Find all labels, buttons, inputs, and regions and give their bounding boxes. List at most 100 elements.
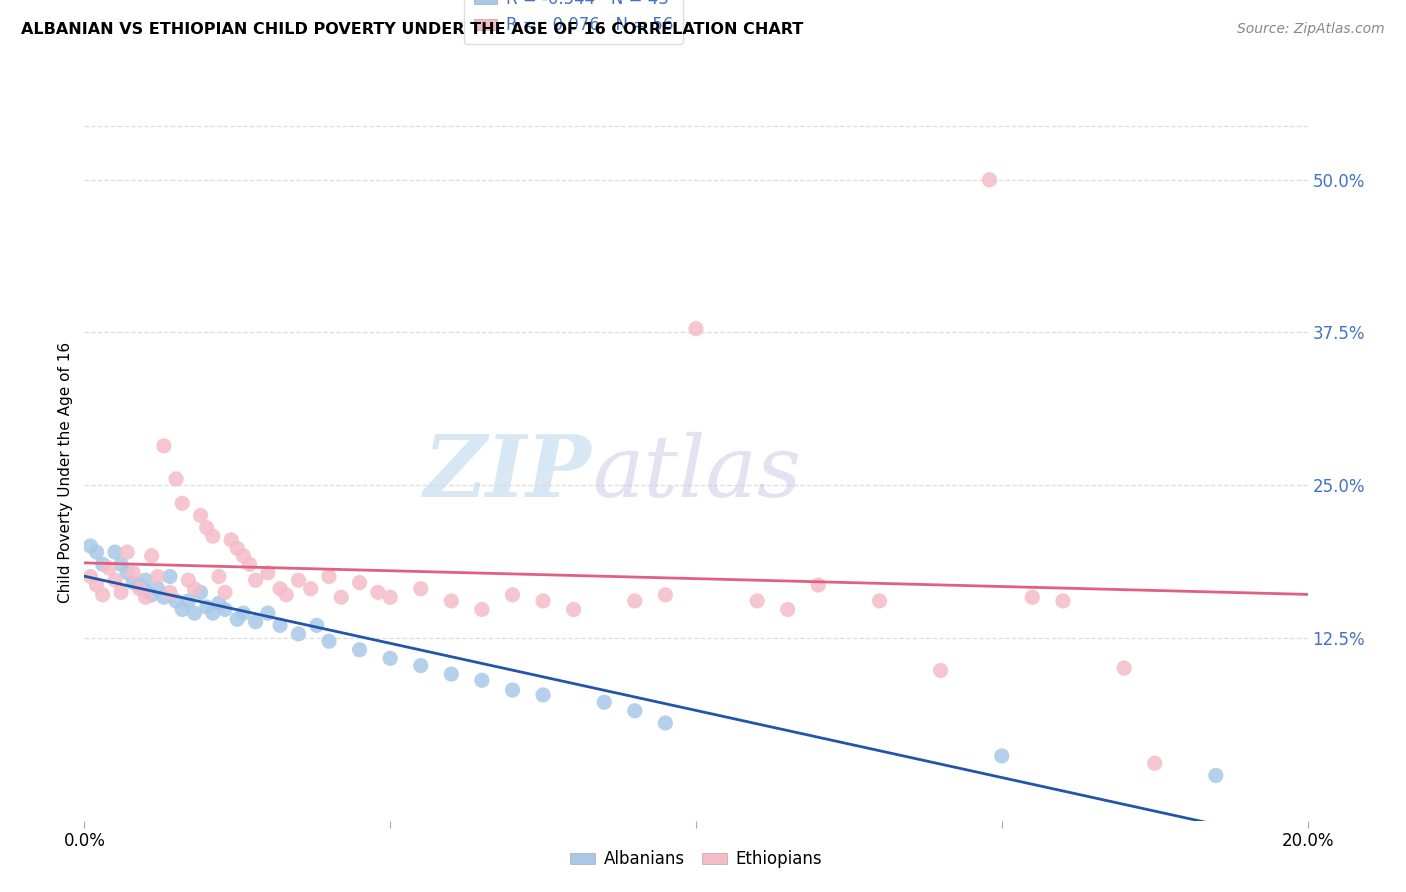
Point bbox=[115, 566, 138, 580]
Point bbox=[91, 558, 114, 572]
Text: atlas: atlas bbox=[592, 432, 801, 514]
Point bbox=[409, 582, 432, 596]
Point bbox=[115, 545, 138, 559]
Point bbox=[380, 591, 402, 605]
Point bbox=[776, 602, 799, 616]
Point bbox=[219, 533, 242, 547]
Point bbox=[226, 541, 249, 556]
Point bbox=[214, 602, 236, 616]
Point bbox=[287, 627, 309, 641]
Point bbox=[1052, 594, 1074, 608]
Point bbox=[146, 569, 169, 583]
Point bbox=[593, 695, 616, 709]
Point bbox=[159, 569, 181, 583]
Point bbox=[245, 573, 267, 587]
Point bbox=[232, 606, 254, 620]
Point bbox=[153, 439, 176, 453]
Point bbox=[128, 582, 150, 596]
Point bbox=[183, 582, 205, 596]
Point bbox=[214, 585, 236, 599]
Point bbox=[238, 558, 260, 572]
Point bbox=[135, 573, 157, 587]
Point bbox=[869, 594, 891, 608]
Point bbox=[991, 748, 1014, 763]
Point bbox=[110, 585, 132, 599]
Point bbox=[1021, 591, 1043, 605]
Point bbox=[380, 651, 402, 665]
Point bbox=[122, 566, 145, 580]
Point bbox=[190, 508, 212, 523]
Legend: Albanians, Ethiopians: Albanians, Ethiopians bbox=[564, 844, 828, 875]
Point bbox=[172, 602, 194, 616]
Point bbox=[747, 594, 769, 608]
Point bbox=[1114, 661, 1136, 675]
Point bbox=[807, 578, 830, 592]
Point bbox=[165, 594, 187, 608]
Point bbox=[201, 606, 224, 620]
Point bbox=[257, 606, 280, 620]
Point bbox=[502, 683, 524, 698]
Point bbox=[409, 658, 432, 673]
Point bbox=[91, 588, 114, 602]
Point bbox=[440, 594, 463, 608]
Point bbox=[177, 594, 200, 608]
Point bbox=[471, 602, 494, 616]
Point bbox=[257, 566, 280, 580]
Point bbox=[269, 582, 291, 596]
Point bbox=[245, 615, 267, 629]
Point bbox=[86, 578, 108, 592]
Point bbox=[153, 591, 176, 605]
Point bbox=[226, 612, 249, 626]
Point bbox=[979, 173, 1001, 187]
Point bbox=[1143, 756, 1166, 771]
Point bbox=[440, 667, 463, 681]
Point bbox=[122, 575, 145, 590]
Point bbox=[141, 549, 163, 563]
Point bbox=[208, 569, 231, 583]
Point bbox=[86, 545, 108, 559]
Point bbox=[471, 673, 494, 688]
Point bbox=[685, 322, 707, 336]
Point bbox=[177, 573, 200, 587]
Point bbox=[128, 578, 150, 592]
Text: ALBANIAN VS ETHIOPIAN CHILD POVERTY UNDER THE AGE OF 16 CORRELATION CHART: ALBANIAN VS ETHIOPIAN CHILD POVERTY UNDE… bbox=[21, 22, 803, 37]
Point bbox=[299, 582, 322, 596]
Point bbox=[165, 472, 187, 486]
Point bbox=[305, 618, 328, 632]
Point bbox=[79, 539, 101, 553]
Point bbox=[183, 606, 205, 620]
Point bbox=[562, 602, 585, 616]
Point bbox=[367, 585, 389, 599]
Point bbox=[276, 588, 298, 602]
Point bbox=[502, 588, 524, 602]
Point bbox=[330, 591, 353, 605]
Y-axis label: Child Poverty Under the Age of 16: Child Poverty Under the Age of 16 bbox=[58, 343, 73, 603]
Point bbox=[929, 664, 952, 678]
Point bbox=[624, 594, 647, 608]
Point bbox=[654, 716, 676, 731]
Point bbox=[135, 591, 157, 605]
Point bbox=[201, 529, 224, 543]
Point bbox=[269, 618, 291, 632]
Point bbox=[190, 585, 212, 599]
Point bbox=[97, 561, 120, 575]
Point bbox=[531, 594, 554, 608]
Point bbox=[172, 496, 194, 510]
Text: Source: ZipAtlas.com: Source: ZipAtlas.com bbox=[1237, 22, 1385, 37]
Point bbox=[1205, 768, 1227, 782]
Point bbox=[318, 634, 340, 648]
Point bbox=[318, 569, 340, 583]
Point bbox=[195, 600, 218, 615]
Point bbox=[146, 582, 169, 596]
Point bbox=[135, 584, 157, 599]
Point bbox=[287, 573, 309, 587]
Point bbox=[349, 642, 371, 657]
Text: ZIP: ZIP bbox=[425, 431, 592, 515]
Point bbox=[349, 575, 371, 590]
Point bbox=[232, 549, 254, 563]
Point bbox=[141, 588, 163, 602]
Point bbox=[110, 558, 132, 572]
Point bbox=[654, 588, 676, 602]
Point bbox=[531, 688, 554, 702]
Point bbox=[79, 569, 101, 583]
